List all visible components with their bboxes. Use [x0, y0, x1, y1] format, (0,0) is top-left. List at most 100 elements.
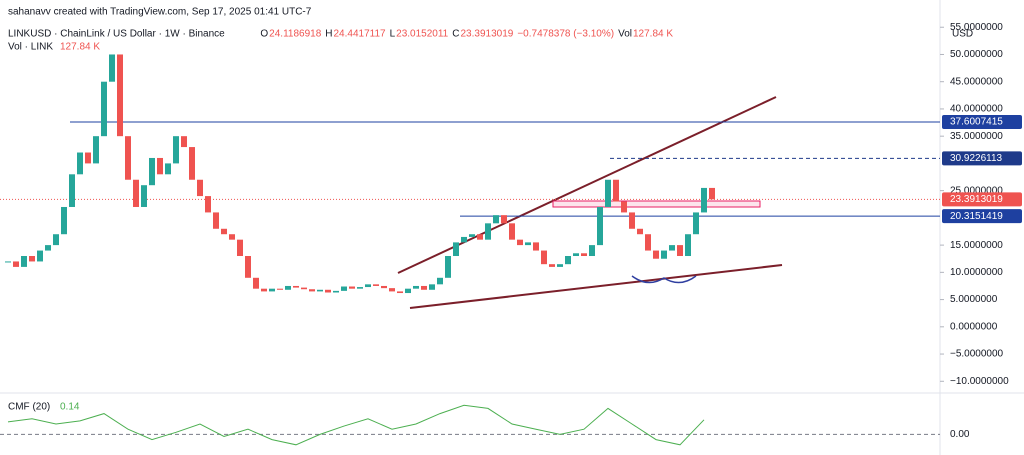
candle [213, 212, 219, 229]
candle [117, 54, 123, 137]
candle [597, 206, 603, 246]
candle [101, 81, 107, 137]
candle [557, 264, 563, 267]
ohlc-key: Vol [618, 29, 632, 40]
candle [709, 187, 715, 200]
level-label: 37.6007415 [950, 117, 1003, 128]
candle [61, 206, 67, 235]
candle [13, 261, 19, 267]
ohlc-key: L [390, 29, 396, 40]
candle [693, 212, 699, 235]
ohlc-value: 23.0152011 [396, 29, 449, 40]
candle [421, 285, 427, 290]
candle [133, 179, 139, 207]
candle [141, 185, 147, 207]
trend-line [397, 96, 777, 274]
candle [317, 289, 323, 292]
candle [357, 287, 363, 289]
y-tick-label: 0.0000000 [950, 321, 998, 332]
y-tick-label: 45.0000000 [950, 76, 1003, 87]
level-label-bg [942, 151, 1022, 166]
candle [309, 289, 315, 292]
level-label: 30.9226113 [950, 153, 1003, 164]
candle [469, 234, 475, 237]
candle [325, 289, 331, 293]
candle [549, 264, 555, 267]
candle [645, 234, 651, 251]
candle [517, 239, 523, 246]
candle [261, 288, 267, 292]
candle [69, 174, 75, 207]
candle [453, 242, 459, 257]
ohlc-key: O [260, 29, 268, 40]
candle [245, 256, 251, 278]
candle [613, 179, 619, 202]
change: −0.7478378 (−3.10%) [517, 29, 614, 40]
y-tick-label: 10.0000000 [950, 267, 1003, 278]
candle [53, 234, 59, 246]
candle [285, 285, 291, 290]
candle [205, 196, 211, 213]
candle [189, 147, 195, 180]
cmf-last: 0.14 [60, 402, 80, 413]
candle [589, 245, 595, 257]
candle [301, 287, 307, 290]
candle [253, 277, 259, 289]
candle [405, 288, 411, 294]
candle [389, 288, 395, 292]
candle [493, 215, 499, 224]
candle [485, 223, 491, 240]
candle [77, 152, 83, 175]
ohlc-value: 127.84 K [633, 29, 673, 40]
candle [173, 136, 179, 164]
candle [341, 286, 347, 291]
vol-line-value: 127.84 K [60, 42, 100, 53]
resistance-zone [552, 200, 761, 208]
candle [373, 284, 379, 286]
candle [477, 234, 483, 240]
candle [269, 288, 275, 292]
candle [45, 245, 51, 251]
candle [533, 242, 539, 251]
candle [37, 250, 43, 262]
cmf-line [7, 404, 705, 446]
level-label: 20.3151419 [950, 211, 1003, 222]
candle [165, 163, 171, 175]
ohlc-value: 24.4417117 [334, 29, 387, 40]
candle [293, 285, 299, 288]
candle [149, 157, 155, 186]
candle [629, 212, 635, 229]
candle [197, 179, 203, 197]
candle [677, 245, 683, 257]
y-tick-label: 5.0000000 [950, 294, 998, 305]
y-tick-label: 50.0000000 [950, 49, 1003, 60]
candle [85, 152, 91, 164]
symbol: LINKUSD · ChainLink / US Dollar · 1W · B… [8, 29, 225, 40]
candle [429, 284, 435, 290]
candle [109, 54, 115, 82]
ohlc-value: 24.1186918 [269, 29, 322, 40]
cmf-tick-label: 0.00 [950, 429, 970, 440]
candle [605, 179, 611, 207]
candle [701, 187, 707, 213]
candle [669, 245, 675, 251]
ohlc-key: H [325, 29, 332, 40]
candle [461, 236, 467, 243]
level-label-bg [942, 209, 1022, 224]
candle [653, 250, 659, 259]
candle [381, 285, 387, 289]
y-tick-label: 55.0000000 [950, 22, 1003, 33]
candle [237, 239, 243, 257]
candle [661, 250, 667, 259]
pattern-arc [631, 275, 697, 284]
level-label-bg [942, 115, 1022, 130]
y-tick-label: 15.0000000 [950, 240, 1003, 251]
candle [229, 234, 235, 240]
credit: sahanavv created with TradingView.com, S… [8, 7, 312, 18]
candle [445, 256, 451, 278]
candle [685, 234, 691, 257]
candle [525, 242, 531, 246]
candle [21, 256, 27, 267]
candle [637, 228, 643, 235]
candle [509, 223, 515, 240]
